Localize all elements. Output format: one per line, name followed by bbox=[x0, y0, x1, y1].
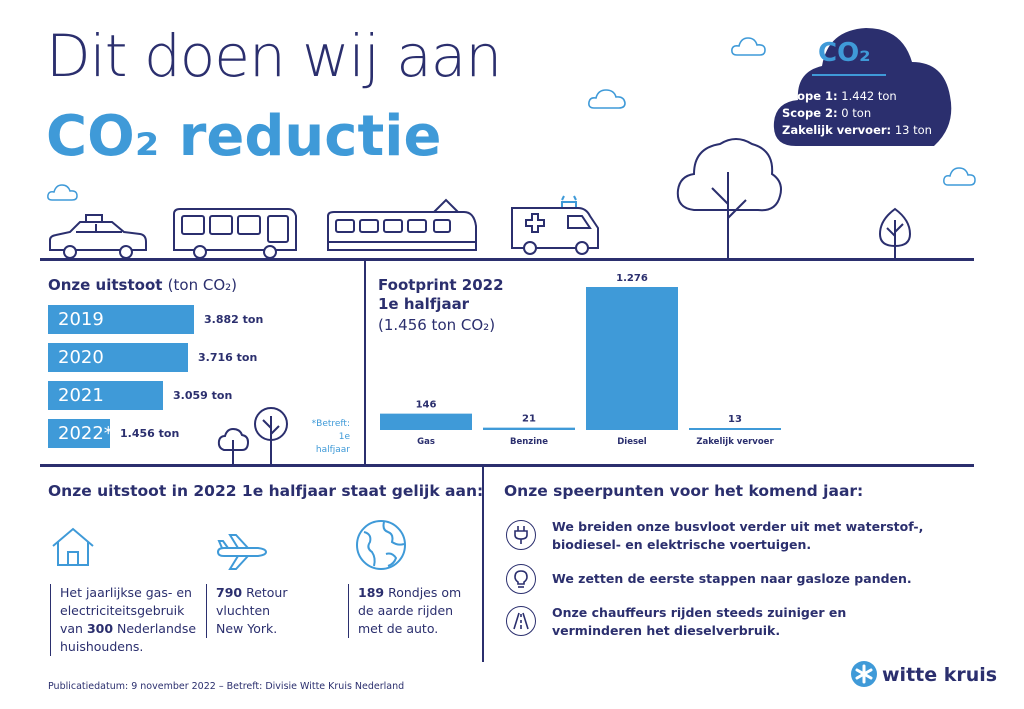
speerpunt-1-line2: biodiesel- en elektrische voertuigen. bbox=[552, 537, 812, 552]
uitstoot-bar: 2022* bbox=[48, 419, 113, 448]
ambulance-icon bbox=[511, 195, 599, 255]
uitstoot-bar: 2021 bbox=[48, 381, 163, 410]
speerpunt-3-line2: verminderen het dieselverbruik. bbox=[552, 623, 781, 638]
speerpunt-1-line1: We breiden onze busvloot verder uit met … bbox=[552, 519, 924, 534]
house-line4: huishoudens. bbox=[60, 639, 144, 654]
tree-icon bbox=[676, 138, 782, 258]
train-icon bbox=[327, 198, 477, 251]
uitstoot-title-text: Onze uitstoot bbox=[48, 276, 163, 294]
uitstoot-title: Onze uitstoot (ton CO₂) bbox=[48, 276, 237, 294]
page-title-line1: Dit doen wij aan bbox=[46, 22, 502, 90]
zakelijk-label: Zakelijk vervoer: bbox=[782, 123, 892, 137]
plane-count: 790 bbox=[216, 585, 243, 600]
footprint-bar bbox=[586, 287, 678, 430]
plug-icon bbox=[506, 520, 536, 550]
house-count: 300 bbox=[86, 621, 114, 636]
earth-line2: de aarde rijden bbox=[358, 603, 454, 618]
plane-equivalent-text: 790 Retour vluchten New York. bbox=[206, 584, 288, 638]
airplane-icon bbox=[216, 534, 268, 570]
speerpunt-1: We breiden onze busvloot verder uit met … bbox=[552, 518, 923, 554]
plane-line2: vluchten bbox=[216, 603, 271, 618]
plane-line3: New York. bbox=[216, 621, 278, 636]
uitstoot-bar: 2019 bbox=[48, 305, 194, 334]
scope2-label: Scope 2: bbox=[782, 106, 838, 120]
co2-cloud-title: CO₂ bbox=[818, 38, 871, 68]
footprint-bar bbox=[689, 428, 781, 430]
witte-kruis-logo-icon bbox=[851, 661, 877, 687]
house-line3: van 300 Nederlandse bbox=[60, 620, 196, 638]
ground-line bbox=[40, 258, 974, 261]
equivalents-title: Onze uitstoot in 2022 1e halfjaar staat … bbox=[48, 482, 484, 500]
footnote-line2: 1e halfjaar bbox=[315, 432, 350, 455]
house-icon bbox=[52, 527, 94, 566]
earth-equivalent-text: 189 Rondjes om de aarde rijden met de au… bbox=[348, 584, 461, 638]
footprint-title-line2: 1e halfjaar bbox=[378, 295, 470, 313]
speerpunt-2: We zetten de eerste stappen naar gasloze… bbox=[552, 570, 912, 588]
house-equivalent-text: Het jaarlijkse gas- en electriciteitsgeb… bbox=[50, 584, 196, 656]
scope2-value: 0 ton bbox=[841, 106, 872, 120]
globe-icon bbox=[356, 520, 406, 570]
house-line3-pre: van bbox=[60, 621, 87, 636]
footprint-title: Footprint 2022 1e halfjaar bbox=[378, 276, 504, 314]
footprint-category-label: Diesel bbox=[617, 437, 647, 447]
cloud-icon bbox=[731, 37, 766, 56]
footprint-bar bbox=[483, 427, 575, 430]
plane-line1: 790 Retour bbox=[216, 584, 288, 602]
publication-info: Publicatiedatum: 9 november 2022 – Betre… bbox=[48, 681, 405, 692]
footprint-bar-value: 21 bbox=[522, 414, 536, 425]
earth-line1-post: Rondjes om bbox=[384, 585, 462, 600]
small-tree-icon bbox=[217, 427, 250, 464]
footprint-category-label: Gas bbox=[417, 437, 435, 447]
uitstoot-bar-value: 3.059 ton bbox=[173, 389, 233, 402]
footprint-title-line1: Footprint 2022 bbox=[378, 276, 504, 294]
plane-line1-post: Retour bbox=[242, 585, 288, 600]
uitstoot-footnote: *Betreft: 1e halfjaar bbox=[306, 418, 350, 457]
footprint-bar-chart: 146 Gas 21 Benzine 1.276 Diesel 13 Zakelijk ver… bbox=[380, 273, 781, 447]
house-line1: Het jaarlijkse gas- en bbox=[60, 585, 192, 600]
zakelijk-value: 13 ton bbox=[894, 123, 932, 137]
section-divider bbox=[40, 464, 974, 467]
footprint-bar-value: 1.276 bbox=[616, 273, 648, 284]
scope1-label: Scope 1: bbox=[782, 89, 838, 103]
earth-line3: met de auto. bbox=[358, 621, 439, 636]
road-icon bbox=[506, 606, 536, 636]
taxi-icon bbox=[49, 214, 147, 259]
footprint-category-label: Benzine bbox=[510, 437, 548, 447]
house-line3-post: Nederlandse bbox=[113, 621, 197, 636]
house-line2: electriciteitsgebruik bbox=[60, 603, 185, 618]
speerpunt-3: Onze chauffeurs rijden steeds zuiniger e… bbox=[552, 604, 846, 640]
chart-divider bbox=[364, 260, 366, 464]
uitstoot-bar-value: 3.716 ton bbox=[198, 351, 258, 364]
uitstoot-bar-value: 1.456 ton bbox=[120, 427, 180, 440]
footprint-category-label: Zakelijk vervoer bbox=[696, 437, 774, 447]
scope1-value: 1.442 ton bbox=[841, 89, 897, 103]
speerpunt-2-line1: We zetten de eerste stappen naar gasloze… bbox=[552, 571, 912, 586]
footnote-line1: *Betreft: bbox=[311, 419, 350, 429]
speerpunten-title: Onze speerpunten voor het komend jaar: bbox=[504, 482, 864, 500]
cloud-icon bbox=[588, 89, 626, 109]
speerpunt-3-line1: Onze chauffeurs rijden steeds zuiniger e… bbox=[552, 605, 847, 620]
lightbulb-icon bbox=[506, 564, 536, 594]
tree-icon bbox=[254, 407, 288, 464]
co2-cloud-shape bbox=[773, 28, 952, 146]
bus-icon bbox=[173, 208, 297, 259]
bottom-divider bbox=[482, 466, 484, 662]
small-tree-icon bbox=[878, 207, 912, 258]
page-title-line2: CO₂ reductie bbox=[46, 104, 442, 169]
uitstoot-bar: 2020 bbox=[48, 343, 188, 372]
earth-line1: 189 Rondjes om bbox=[358, 584, 461, 602]
uitstoot-unit: (ton CO₂) bbox=[167, 276, 238, 294]
footprint-bar bbox=[380, 413, 472, 430]
cloud-icon bbox=[943, 167, 976, 186]
footprint-subtitle: (1.456 ton CO₂) bbox=[378, 316, 496, 334]
co2-cloud-scopes: Scope 1: 1.442 ton Scope 2: 0 ton Zakeli… bbox=[782, 88, 932, 139]
cloud-icon bbox=[47, 184, 78, 201]
witte-kruis-logo-text: witte kruis bbox=[882, 664, 998, 686]
uitstoot-bar-value: 3.882 ton bbox=[204, 313, 264, 326]
footprint-bar-value: 146 bbox=[416, 400, 437, 411]
earth-count: 189 bbox=[358, 585, 385, 600]
footprint-bar-value: 13 bbox=[728, 414, 742, 425]
co2-cloud-divider bbox=[812, 74, 886, 76]
